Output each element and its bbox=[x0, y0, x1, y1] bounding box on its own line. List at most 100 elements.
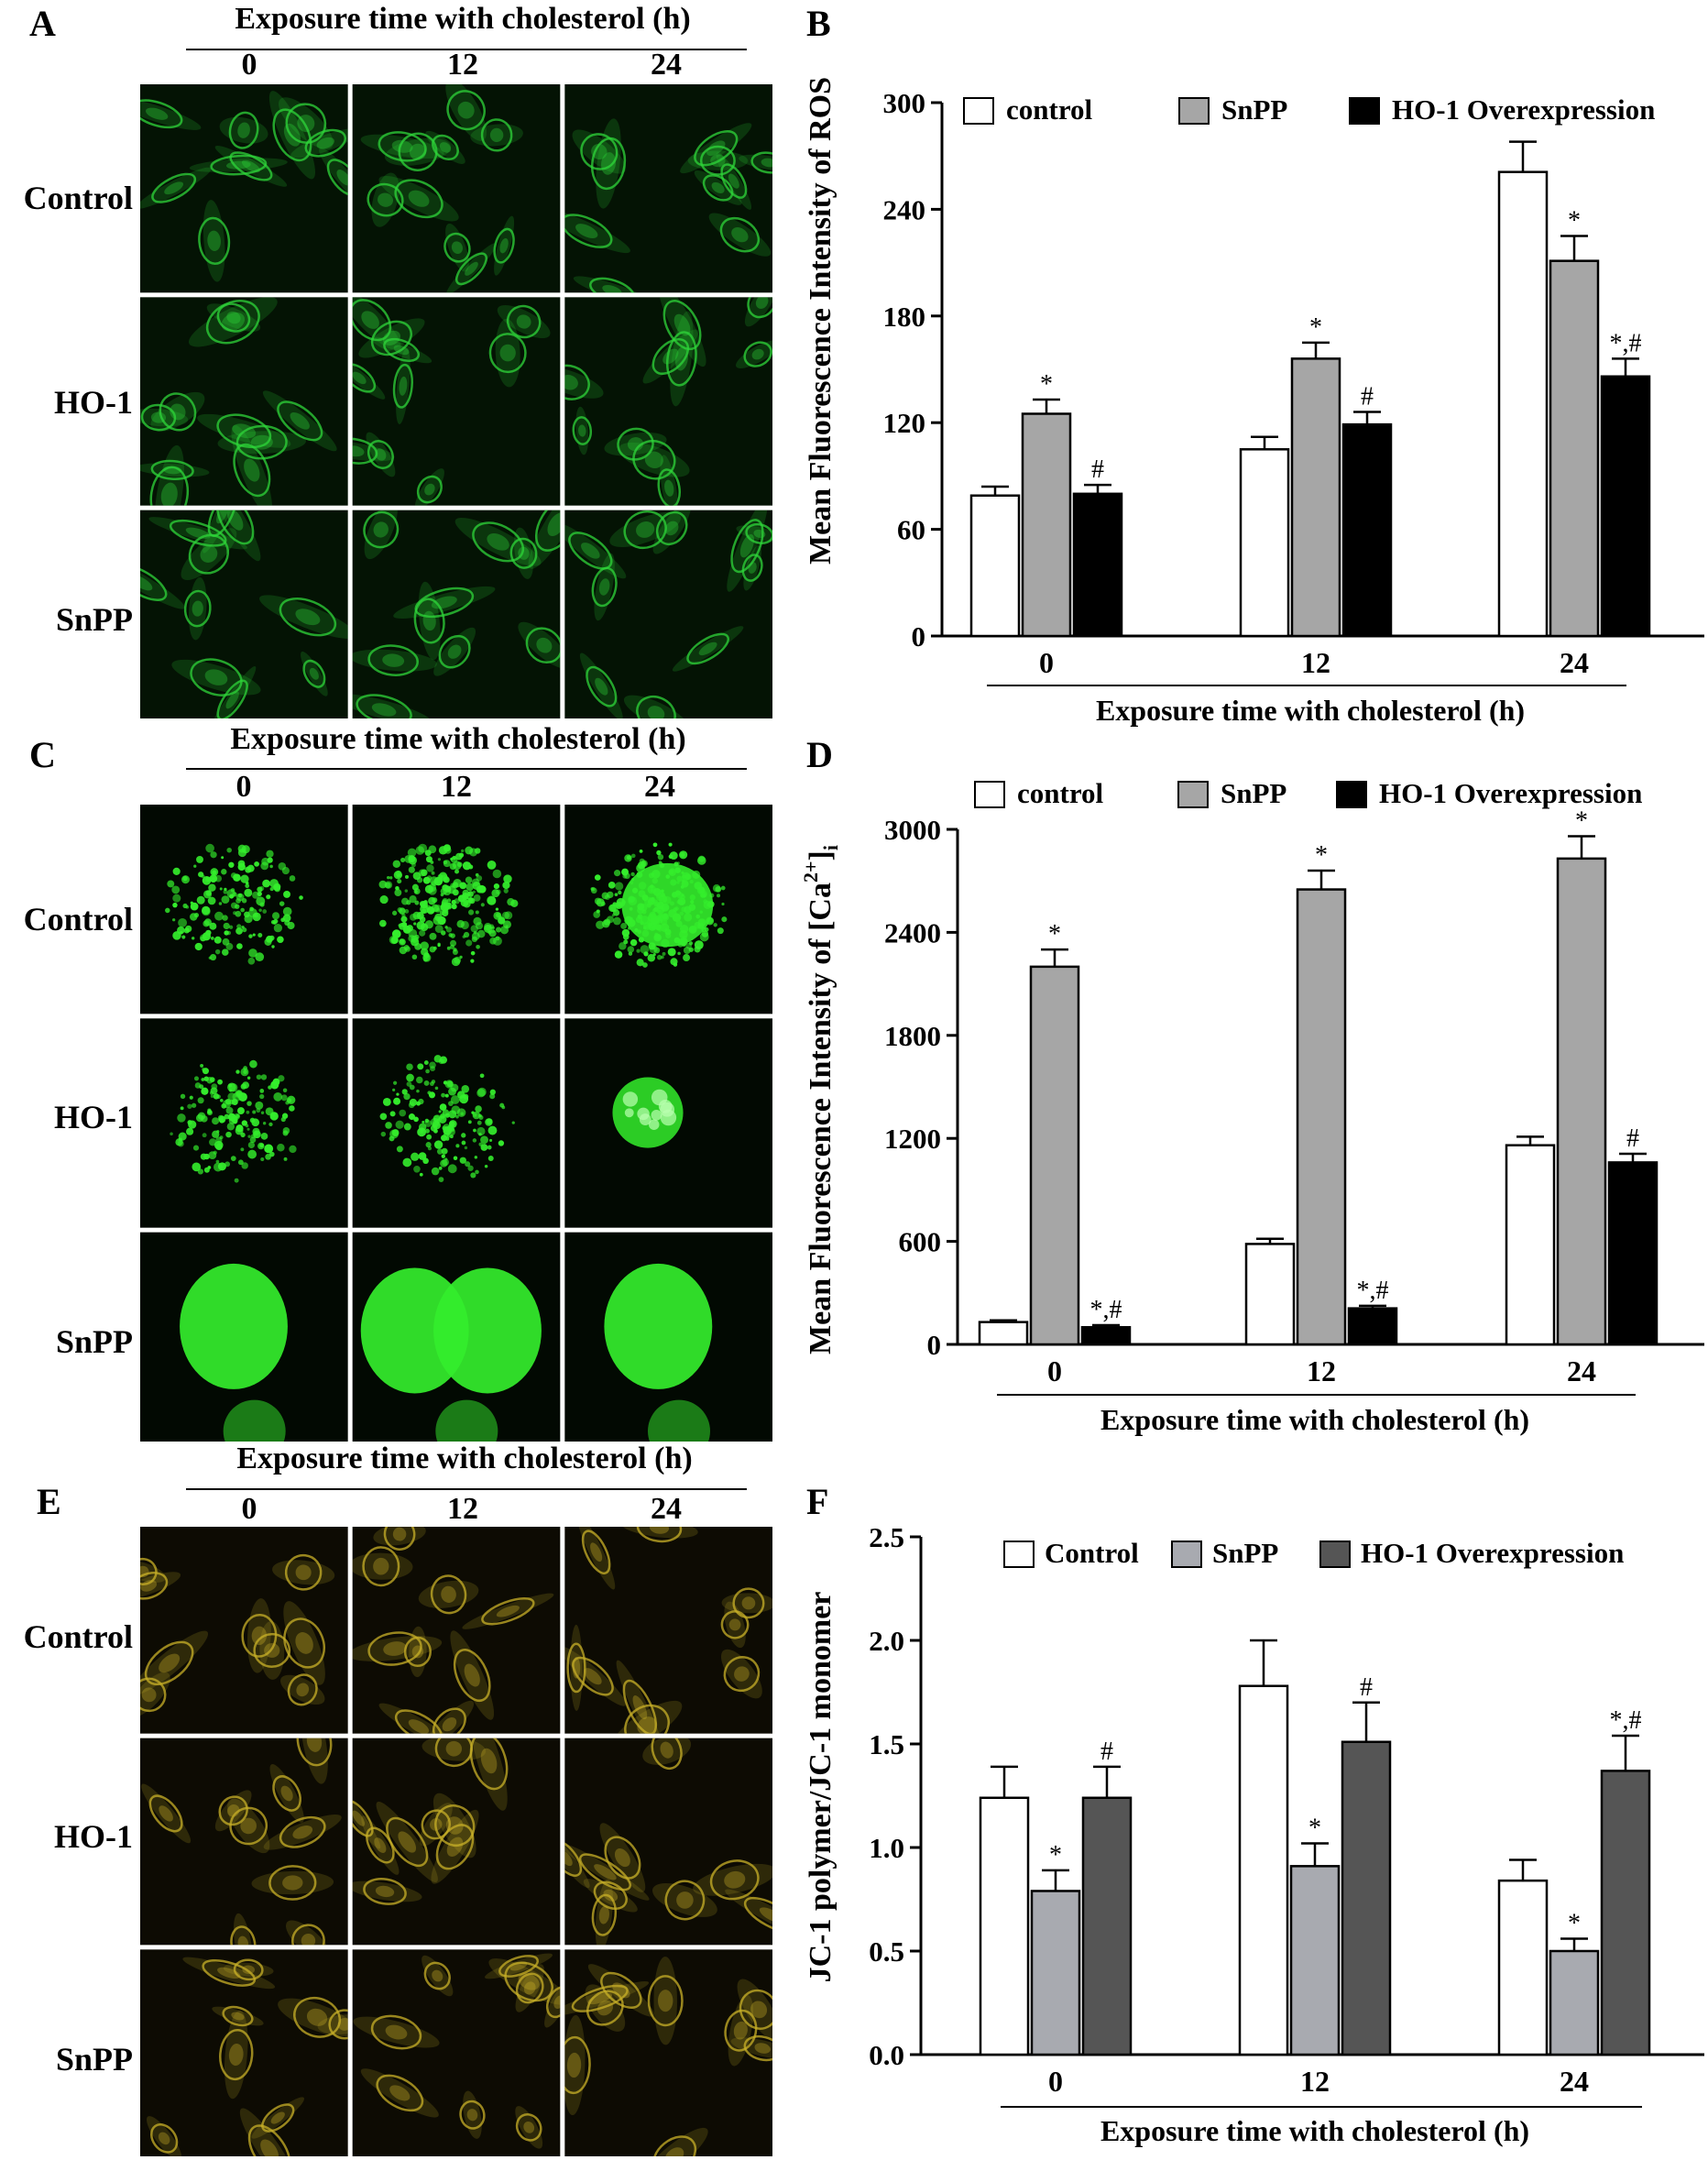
bar bbox=[1289, 1865, 1341, 2056]
x-tick-label: 24 bbox=[1560, 646, 1589, 679]
row-label: SnPP bbox=[55, 1323, 133, 1360]
micrograph-image bbox=[564, 510, 772, 718]
legend-swatch bbox=[1336, 781, 1367, 808]
micrograph-image bbox=[140, 1018, 348, 1228]
micrograph-image bbox=[564, 1018, 772, 1228]
significance-label: * bbox=[1049, 1841, 1062, 1869]
y-tick-label: 2.0 bbox=[869, 1625, 904, 1657]
legend-label: control bbox=[1006, 93, 1093, 126]
x-axis-label: Exposure time with cholesterol (h) bbox=[1096, 694, 1525, 727]
bar-chart-ros: Mean Fluorescence Intensity of ROS Expos… bbox=[804, 77, 1704, 727]
legend-label: HO-1 Overexpression bbox=[1379, 777, 1642, 809]
significance-label: # bbox=[1100, 1738, 1113, 1766]
row-label: Control bbox=[23, 180, 133, 216]
panel-letter: A bbox=[29, 3, 56, 44]
bar bbox=[1238, 1684, 1289, 2056]
micrograph-image bbox=[140, 1527, 348, 1734]
panel-header: Exposure time with cholesterol (h) bbox=[236, 1442, 693, 1475]
row-label: Control bbox=[23, 1618, 133, 1655]
panel-header: Exposure time with cholesterol (h) bbox=[235, 2, 691, 36]
x-tick-label: 12 bbox=[1301, 646, 1330, 679]
x-tick-label: 0 bbox=[1047, 1354, 1062, 1387]
y-tick-label: 3000 bbox=[884, 814, 941, 846]
legend-swatch bbox=[1349, 97, 1380, 125]
micrograph-image bbox=[140, 1232, 348, 1442]
micrograph-image bbox=[352, 1949, 561, 2156]
significance-label: # bbox=[1091, 455, 1104, 484]
micrograph-grid bbox=[140, 84, 772, 718]
x-tick-label: 12 bbox=[1307, 1354, 1336, 1387]
column-label: 0 bbox=[241, 1492, 257, 1526]
y-tick-label: 0 bbox=[912, 620, 926, 652]
plot-area: Mean Fluorescence Intensity of [Ca2+]i E… bbox=[799, 777, 1704, 1436]
legend-swatch bbox=[1003, 1541, 1035, 1568]
y-tick-label: 240 bbox=[883, 193, 926, 225]
micrograph-image bbox=[352, 84, 561, 293]
y-tick-label: 2.5 bbox=[869, 1521, 904, 1553]
y-tick-label: 1.0 bbox=[869, 1832, 904, 1864]
bar bbox=[1244, 1243, 1296, 1346]
row-label: SnPP bbox=[55, 2041, 133, 2078]
bar bbox=[1290, 357, 1341, 638]
legend-swatch bbox=[974, 781, 1005, 808]
y-axis-label-subscript: i bbox=[819, 845, 842, 850]
bar bbox=[1347, 1307, 1398, 1346]
micrograph-image bbox=[140, 1738, 348, 1946]
significance-label: * bbox=[1315, 841, 1328, 870]
column-label: 0 bbox=[241, 48, 257, 82]
legend-swatch bbox=[1177, 781, 1209, 808]
significance-label: *,# bbox=[1610, 1706, 1642, 1735]
row-label: HO-1 bbox=[54, 1099, 133, 1135]
micrograph-image bbox=[352, 1232, 561, 1442]
legend-swatch bbox=[1171, 1541, 1202, 1568]
bar bbox=[1029, 965, 1080, 1346]
panel-letter: E bbox=[37, 1481, 61, 1522]
y-tick-label: 60 bbox=[897, 514, 925, 546]
bar bbox=[1030, 1890, 1081, 2056]
y-tick-label: 1800 bbox=[884, 1020, 941, 1052]
y-tick-label: 1200 bbox=[884, 1123, 941, 1155]
bar bbox=[1600, 375, 1651, 638]
column-label: 24 bbox=[651, 1492, 682, 1526]
bar bbox=[1497, 170, 1549, 638]
x-axis-label: Exposure time with cholesterol (h) bbox=[1100, 1403, 1529, 1436]
x-tick-label: 12 bbox=[1300, 2065, 1330, 2098]
micrograph-image bbox=[140, 297, 348, 506]
bar bbox=[1600, 1770, 1651, 2056]
header-rule bbox=[186, 1488, 747, 1490]
x-tick-label: 0 bbox=[1039, 646, 1054, 679]
micrograph-image bbox=[352, 1018, 561, 1228]
panel-letter: B bbox=[806, 3, 831, 44]
bar bbox=[1505, 1144, 1556, 1346]
micrograph-image bbox=[352, 805, 561, 1014]
header-rule bbox=[186, 49, 747, 50]
bar bbox=[1497, 1879, 1549, 2056]
significance-label: *,# bbox=[1090, 1296, 1122, 1324]
bar bbox=[1081, 1796, 1133, 2056]
x-axis-label: Exposure time with cholesterol (h) bbox=[1100, 2114, 1529, 2147]
significance-label: * bbox=[1308, 1814, 1321, 1842]
row-label: HO-1 bbox=[54, 1818, 133, 1855]
legend-label: HO-1 Overexpression bbox=[1392, 93, 1655, 126]
legend-swatch bbox=[1178, 97, 1210, 125]
bar bbox=[979, 1796, 1030, 2056]
significance-label: # bbox=[1360, 1673, 1373, 1702]
significance-label: * bbox=[1575, 806, 1588, 835]
significance-label: # bbox=[1361, 383, 1374, 411]
header-rule bbox=[186, 768, 747, 770]
legend-swatch bbox=[963, 97, 994, 125]
y-axis-label: Mean Fluorescence Intensity of [Ca2+]i bbox=[799, 845, 842, 1354]
micrograph-grid bbox=[140, 805, 772, 1442]
bar bbox=[1021, 412, 1072, 638]
micrograph-image bbox=[564, 1527, 772, 1734]
bar bbox=[1072, 492, 1123, 638]
panel-header: Exposure time with cholesterol (h) bbox=[230, 722, 686, 756]
significance-label: *,# bbox=[1357, 1277, 1389, 1305]
bar bbox=[1556, 857, 1607, 1346]
legend-label: SnPP bbox=[1221, 777, 1286, 809]
bar bbox=[969, 494, 1021, 638]
column-label: 24 bbox=[644, 770, 675, 804]
micrograph-image bbox=[352, 1527, 561, 1734]
micrograph-image bbox=[564, 805, 772, 1014]
bar bbox=[1607, 1161, 1659, 1346]
